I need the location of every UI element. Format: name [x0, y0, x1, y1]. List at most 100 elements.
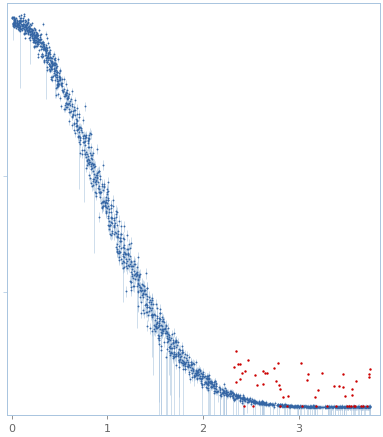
- Point: [93, 190, 99, 197]
- Point: [74, 118, 80, 125]
- Point: [31, 31, 38, 38]
- Point: [282, 402, 288, 409]
- Point: [282, 402, 288, 409]
- Point: [360, 403, 366, 410]
- Point: [281, 402, 287, 409]
- Point: [159, 326, 165, 333]
- Point: [213, 385, 219, 392]
- Point: [320, 404, 326, 411]
- Point: [40, 39, 46, 46]
- Point: [229, 389, 236, 396]
- Point: [326, 402, 332, 409]
- Point: [358, 404, 365, 411]
- Point: [47, 62, 53, 69]
- Point: [25, 30, 31, 37]
- Point: [90, 161, 97, 168]
- Point: [226, 388, 232, 395]
- Point: [89, 160, 95, 166]
- Point: [40, 39, 46, 46]
- Point: [329, 404, 335, 411]
- Point: [235, 394, 241, 401]
- Point: [15, 21, 21, 28]
- Point: [290, 403, 296, 410]
- Point: [44, 35, 50, 42]
- Point: [80, 116, 86, 123]
- Point: [340, 404, 347, 411]
- Point: [11, 22, 17, 29]
- Point: [164, 335, 170, 342]
- Point: [149, 312, 155, 319]
- Point: [191, 361, 197, 368]
- Point: [11, 17, 17, 24]
- Point: [168, 344, 174, 351]
- Point: [176, 357, 182, 364]
- Point: [138, 285, 144, 292]
- Point: [248, 397, 254, 404]
- Point: [33, 39, 39, 46]
- Point: [139, 286, 145, 293]
- Point: [298, 403, 304, 410]
- Point: [53, 61, 59, 68]
- Point: [201, 381, 207, 388]
- Point: [354, 404, 360, 411]
- Point: [24, 21, 30, 28]
- Point: [180, 349, 186, 356]
- Point: [203, 379, 210, 386]
- Point: [51, 50, 57, 57]
- Point: [38, 31, 44, 38]
- Point: [64, 93, 70, 100]
- Point: [347, 404, 354, 411]
- Point: [24, 27, 30, 34]
- Point: [64, 100, 70, 107]
- Point: [189, 369, 195, 376]
- Point: [185, 363, 192, 370]
- Point: [293, 403, 300, 410]
- Point: [69, 101, 75, 108]
- Point: [251, 399, 257, 406]
- Point: [204, 373, 210, 380]
- Point: [157, 309, 163, 316]
- Point: [38, 46, 44, 53]
- Point: [214, 389, 220, 396]
- Point: [23, 24, 29, 31]
- Point: [149, 296, 155, 303]
- Point: [213, 382, 219, 389]
- Point: [17, 24, 23, 31]
- Point: [152, 317, 158, 324]
- Point: [223, 391, 229, 398]
- Point: [52, 76, 59, 83]
- Point: [246, 356, 252, 363]
- Point: [98, 198, 105, 205]
- Point: [29, 35, 35, 42]
- Point: [55, 91, 61, 98]
- Point: [307, 404, 313, 411]
- Point: [10, 21, 16, 28]
- Point: [193, 368, 200, 375]
- Point: [283, 403, 289, 410]
- Point: [358, 404, 364, 411]
- Point: [277, 402, 283, 409]
- Point: [77, 137, 83, 144]
- Point: [19, 26, 25, 33]
- Point: [325, 404, 331, 411]
- Point: [180, 360, 186, 367]
- Point: [350, 404, 356, 411]
- Point: [83, 164, 90, 171]
- Point: [23, 22, 29, 29]
- Point: [286, 403, 292, 410]
- Point: [132, 271, 138, 278]
- Point: [121, 250, 128, 257]
- Point: [63, 104, 69, 111]
- Point: [217, 388, 223, 395]
- Point: [61, 106, 67, 113]
- Point: [20, 24, 26, 31]
- Point: [230, 389, 236, 396]
- Point: [10, 20, 16, 27]
- Point: [40, 52, 46, 59]
- Point: [20, 14, 26, 21]
- Point: [296, 403, 303, 410]
- Point: [156, 322, 162, 329]
- Point: [230, 395, 236, 402]
- Point: [280, 402, 286, 409]
- Point: [113, 232, 119, 239]
